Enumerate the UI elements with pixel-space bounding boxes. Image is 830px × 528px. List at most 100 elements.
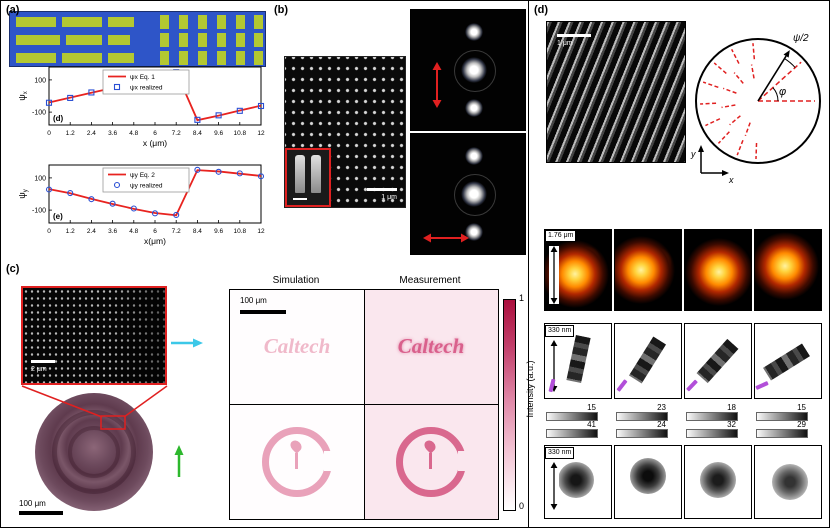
- x-tick-label: 10.8: [233, 130, 246, 137]
- scatter-marker: [236, 170, 243, 177]
- colorbar-axis-label: Intensity (a.u.): [525, 360, 535, 418]
- inset-scalebar-label: 2 μm: [31, 366, 47, 373]
- gray-colorbar: [756, 412, 808, 421]
- diffraction-spot: [465, 23, 483, 41]
- gray-colorbar: [756, 429, 808, 438]
- x-tick-label: 7.2: [172, 228, 181, 235]
- x-tick-label: 2.4: [87, 130, 96, 137]
- unit-cell-micrograph: [9, 11, 266, 67]
- x-tick-label: 9.6: [214, 228, 223, 235]
- spot-gray-4: [754, 445, 822, 519]
- panel-a-label: (a): [6, 4, 20, 16]
- legend-label: ψx Eq. 1: [130, 74, 155, 81]
- y-tick-label: -100: [32, 208, 46, 215]
- spot-gray-3: [684, 445, 752, 519]
- psi-angle-arc: [784, 58, 796, 68]
- psf-gray-4: [754, 323, 822, 399]
- x-tick-label: 12: [257, 228, 265, 235]
- nanofin-orientation-dash: [731, 48, 740, 64]
- nanofin-bar-vertical: [179, 51, 188, 65]
- grid-hline: [230, 404, 498, 405]
- panel-d-label: (d): [534, 4, 549, 16]
- scatter-marker: [45, 99, 53, 106]
- psi-x-plot: 100 -100 ψx 0 1.2 2.4 3.6 4.8 6 7.2 8.4 9.6 10.8 12 x …: [17, 66, 265, 148]
- vertical-polarization-arrow: [432, 62, 442, 108]
- scalebar-line: [367, 188, 397, 191]
- nanofin-bar-vertical: [198, 15, 207, 29]
- x-tick-label: 8.4: [193, 130, 202, 137]
- nanopillar: [311, 155, 321, 193]
- gray-colorbar: [616, 429, 668, 438]
- scale-number: 15: [797, 403, 806, 412]
- inset-scalebar-line: [293, 198, 307, 200]
- sem-metasurface-inset: 2 μm: [21, 286, 167, 385]
- psi-y-plot: 100 -100 ψy 0 1.2 2.4 3.6 4.8 6 7.2 8.4 9.6 10.8 12 x(…: [17, 164, 265, 246]
- x-tick-label: 9.6: [214, 130, 223, 137]
- sem-pillar-inset: [285, 148, 331, 207]
- cell-simulation-caltech: 100 μm Caltech: [230, 290, 364, 404]
- cell-simulation-logo: [230, 404, 364, 519]
- nanofin-bar-vertical: [217, 33, 226, 47]
- cell-scalebar-label: 100 μm: [240, 296, 267, 305]
- psf-gray-3: [684, 323, 752, 399]
- scatter-marker: [173, 211, 180, 218]
- green-polarization-arrow: [174, 445, 184, 477]
- column-header-simulation: Simulation: [272, 275, 320, 286]
- nanofin-bar-horizontal: [16, 53, 56, 63]
- intensity-colorbar: [503, 299, 516, 511]
- nanofin-orientation-dash: [733, 72, 744, 84]
- nanofin-orientation-dash: [700, 102, 717, 105]
- focal-spot: [772, 464, 808, 500]
- gray-colorbar: [546, 412, 598, 421]
- y-axis-label: ψy: [17, 189, 29, 198]
- column-header-measurement: Measurement: [399, 275, 461, 286]
- x-tick-label: 6: [153, 130, 157, 137]
- focal-spot-hot-2: [614, 229, 682, 311]
- legend-label: ψx realized: [130, 85, 163, 92]
- x-axis-label: x (μm): [143, 138, 167, 148]
- scatter-marker: [236, 107, 243, 114]
- caltech-text-measurement: Caltech: [397, 334, 465, 358]
- focal-spot-hot-3: [684, 229, 752, 311]
- x-tick-label: 8.4: [193, 228, 202, 235]
- y-tick-label: 100: [34, 175, 46, 182]
- nanofin-orientation-dash: [702, 81, 719, 89]
- focal-spot: [700, 462, 736, 498]
- x-tick-label: 7.2: [172, 130, 181, 137]
- phi-angle-arc: [772, 87, 779, 102]
- cell-scalebar-line: [240, 310, 286, 314]
- focal-spot: [630, 458, 666, 494]
- scale-number: 29: [797, 420, 806, 429]
- scalebar-label: 1 μm: [557, 40, 573, 47]
- scatter-marker: [109, 200, 116, 207]
- spot-gray-2: [614, 445, 682, 519]
- scatter-marker: [257, 173, 265, 180]
- scatter-marker: [215, 112, 222, 119]
- psf-streak: [696, 338, 739, 384]
- scalebar-line: [557, 34, 591, 37]
- scatter-marker: [215, 168, 222, 175]
- scatter-marker: [194, 166, 201, 173]
- diffraction-spot: [461, 57, 487, 83]
- nanofin-orientation-dash: [722, 87, 737, 94]
- nanofin-orientation-dash: [717, 131, 730, 144]
- diffraction-spot: [461, 181, 487, 207]
- x-tick-label: 1.2: [66, 130, 75, 137]
- logo-torch: [295, 453, 298, 469]
- gray-colorbar: [686, 412, 738, 421]
- y-axis-label: ψx: [17, 91, 29, 100]
- diffraction-spot: [465, 147, 483, 165]
- gray-colorbar: [546, 429, 598, 438]
- micrograph-scalebar-line: [19, 511, 63, 515]
- x-axis-label: x: [728, 175, 734, 185]
- scatter-marker: [67, 94, 74, 101]
- nanofin-orientation-dash: [750, 64, 755, 79]
- nanofin-orientation-dash: [755, 142, 758, 159]
- gray-colorbar: [686, 429, 738, 438]
- nanofin-bar-vertical: [236, 51, 245, 65]
- inner-panel-label: (e): [53, 212, 63, 221]
- row2-height-label: 330 nm: [545, 325, 575, 337]
- scatter-marker: [151, 210, 159, 217]
- airy-ring: [454, 50, 496, 92]
